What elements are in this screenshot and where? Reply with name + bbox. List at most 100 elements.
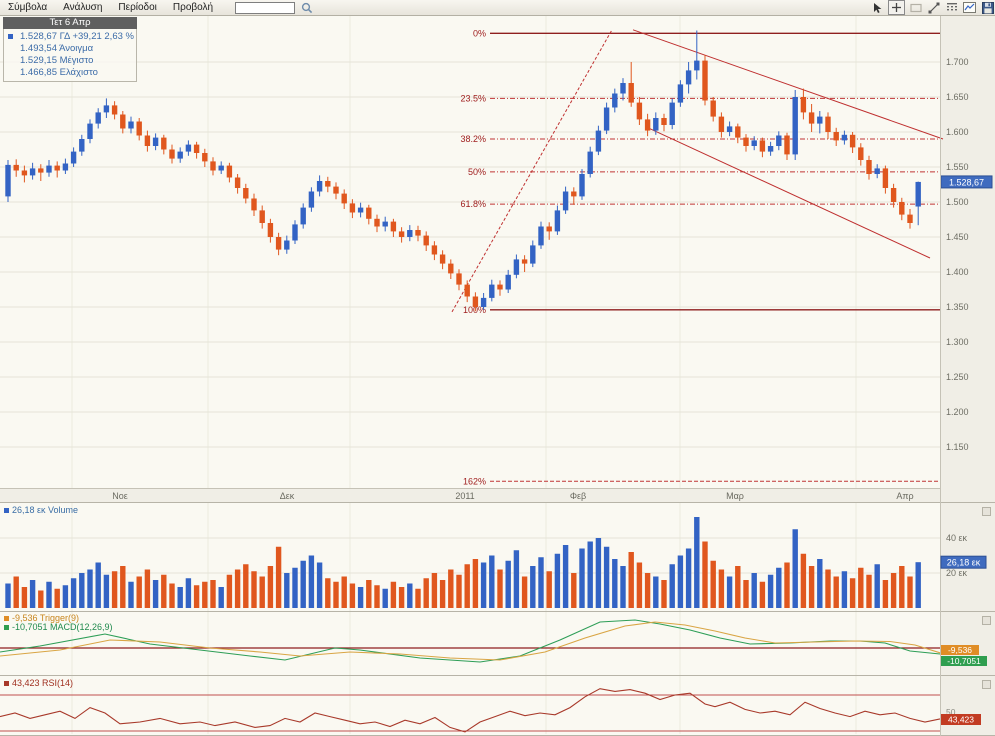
candle: [644, 119, 651, 131]
volume-bar: [128, 581, 134, 608]
volume-bar: [480, 562, 487, 608]
candle: [54, 165, 60, 171]
candle: [587, 151, 593, 174]
menu-symbols[interactable]: Σύμβολα: [8, 2, 48, 13]
candle: [423, 235, 429, 246]
volume-bar: [915, 562, 921, 608]
price-panel-bg: [0, 15, 940, 488]
candle: [349, 203, 356, 213]
candle: [915, 181, 921, 207]
candle: [636, 102, 643, 120]
candle: [489, 284, 495, 298]
volume-bar: [825, 569, 831, 608]
candle: [144, 135, 151, 146]
volume-bar: [858, 567, 864, 608]
rsi-bullet-icon: [4, 681, 9, 687]
volume-bar: [792, 529, 798, 608]
candle: [38, 168, 44, 173]
candle: [357, 207, 364, 213]
candle: [702, 60, 708, 101]
candle: [710, 100, 716, 117]
price-axis-label: 1.350: [946, 302, 969, 312]
volume-bar: [185, 578, 192, 608]
rsi-panel-collapse-icon[interactable]: [982, 680, 991, 689]
volume-bar: [120, 566, 126, 608]
candle: [792, 97, 798, 155]
candle: [210, 161, 216, 171]
x-axis-label: Δεκ: [280, 491, 295, 501]
volume-bar: [95, 562, 101, 608]
candle: [300, 207, 306, 225]
symbol-search-input[interactable]: [235, 1, 296, 14]
macd-panel-collapse-icon[interactable]: [982, 616, 991, 625]
candle: [407, 230, 413, 237]
volume-bar: [505, 560, 511, 608]
grid-icon[interactable]: [944, 1, 959, 14]
candle: [464, 284, 470, 297]
candle: [431, 245, 438, 255]
candle: [333, 186, 339, 194]
macd-line: [0, 619, 941, 663]
save-icon[interactable]: [980, 1, 995, 14]
rsi-value-chip: [941, 714, 981, 725]
chart-image-icon[interactable]: [962, 1, 977, 14]
menu-analysis[interactable]: Ανάλυση: [63, 2, 103, 13]
volume-bar: [710, 560, 716, 608]
volume-bar: [243, 564, 249, 608]
volume-bar: [841, 571, 848, 608]
candle: [439, 254, 446, 264]
candle: [218, 165, 224, 171]
volume-bar: [251, 571, 257, 608]
right-axis-strip: [940, 15, 995, 736]
candle: [284, 240, 290, 250]
fib-label: 100%: [463, 305, 486, 315]
volume-bar: [267, 566, 274, 608]
volume-bar: [472, 559, 479, 608]
volume-bar: [29, 580, 36, 608]
candle: [456, 273, 462, 285]
volume-bar: [103, 574, 110, 608]
candle: [398, 231, 405, 237]
volume-bar: [390, 581, 397, 608]
menu-view[interactable]: Προβολή: [172, 2, 214, 13]
price-axis-label: 1.300: [946, 337, 969, 347]
candle: [62, 163, 69, 171]
trendline-icon[interactable]: [926, 1, 941, 14]
candle: [193, 144, 200, 153]
volume-bar: [759, 581, 766, 608]
candle: [234, 177, 241, 188]
volume-bar: [357, 587, 364, 608]
candle: [808, 112, 815, 124]
rectangle-icon[interactable]: [908, 1, 923, 14]
volume-bar: [5, 583, 11, 608]
volume-bar: [169, 583, 175, 608]
tooltip-open-row: 1.493,54 Άνοιγμα: [20, 43, 94, 54]
search-icon[interactable]: [301, 2, 313, 14]
volume-bar: [612, 559, 618, 608]
candle: [136, 121, 142, 136]
volume-bar: [234, 569, 241, 608]
price-axis-label: 1.500: [946, 197, 969, 207]
candle: [874, 168, 880, 174]
candle: [521, 259, 528, 264]
candle: [275, 237, 282, 250]
volume-bar: [21, 587, 28, 608]
pointer-icon[interactable]: [870, 1, 885, 14]
crosshair-icon[interactable]: [888, 0, 905, 15]
macd-panel-bg: [0, 612, 940, 676]
volume-bar: [316, 562, 323, 608]
volume-panel-collapse-icon[interactable]: [982, 507, 991, 516]
volume-bar: [513, 550, 520, 608]
volume-bar: [562, 545, 569, 608]
menu-periods[interactable]: Περίοδοι: [118, 2, 157, 13]
candle: [685, 70, 692, 85]
volume-bar: [677, 555, 684, 608]
volume-bar: [87, 569, 93, 608]
candle: [858, 147, 864, 160]
price-axis-label: 1.250: [946, 372, 969, 382]
volume-bar: [866, 574, 872, 608]
volume-bar: [530, 566, 536, 608]
volume-bar: [259, 576, 265, 608]
volume-bar: [144, 569, 151, 608]
